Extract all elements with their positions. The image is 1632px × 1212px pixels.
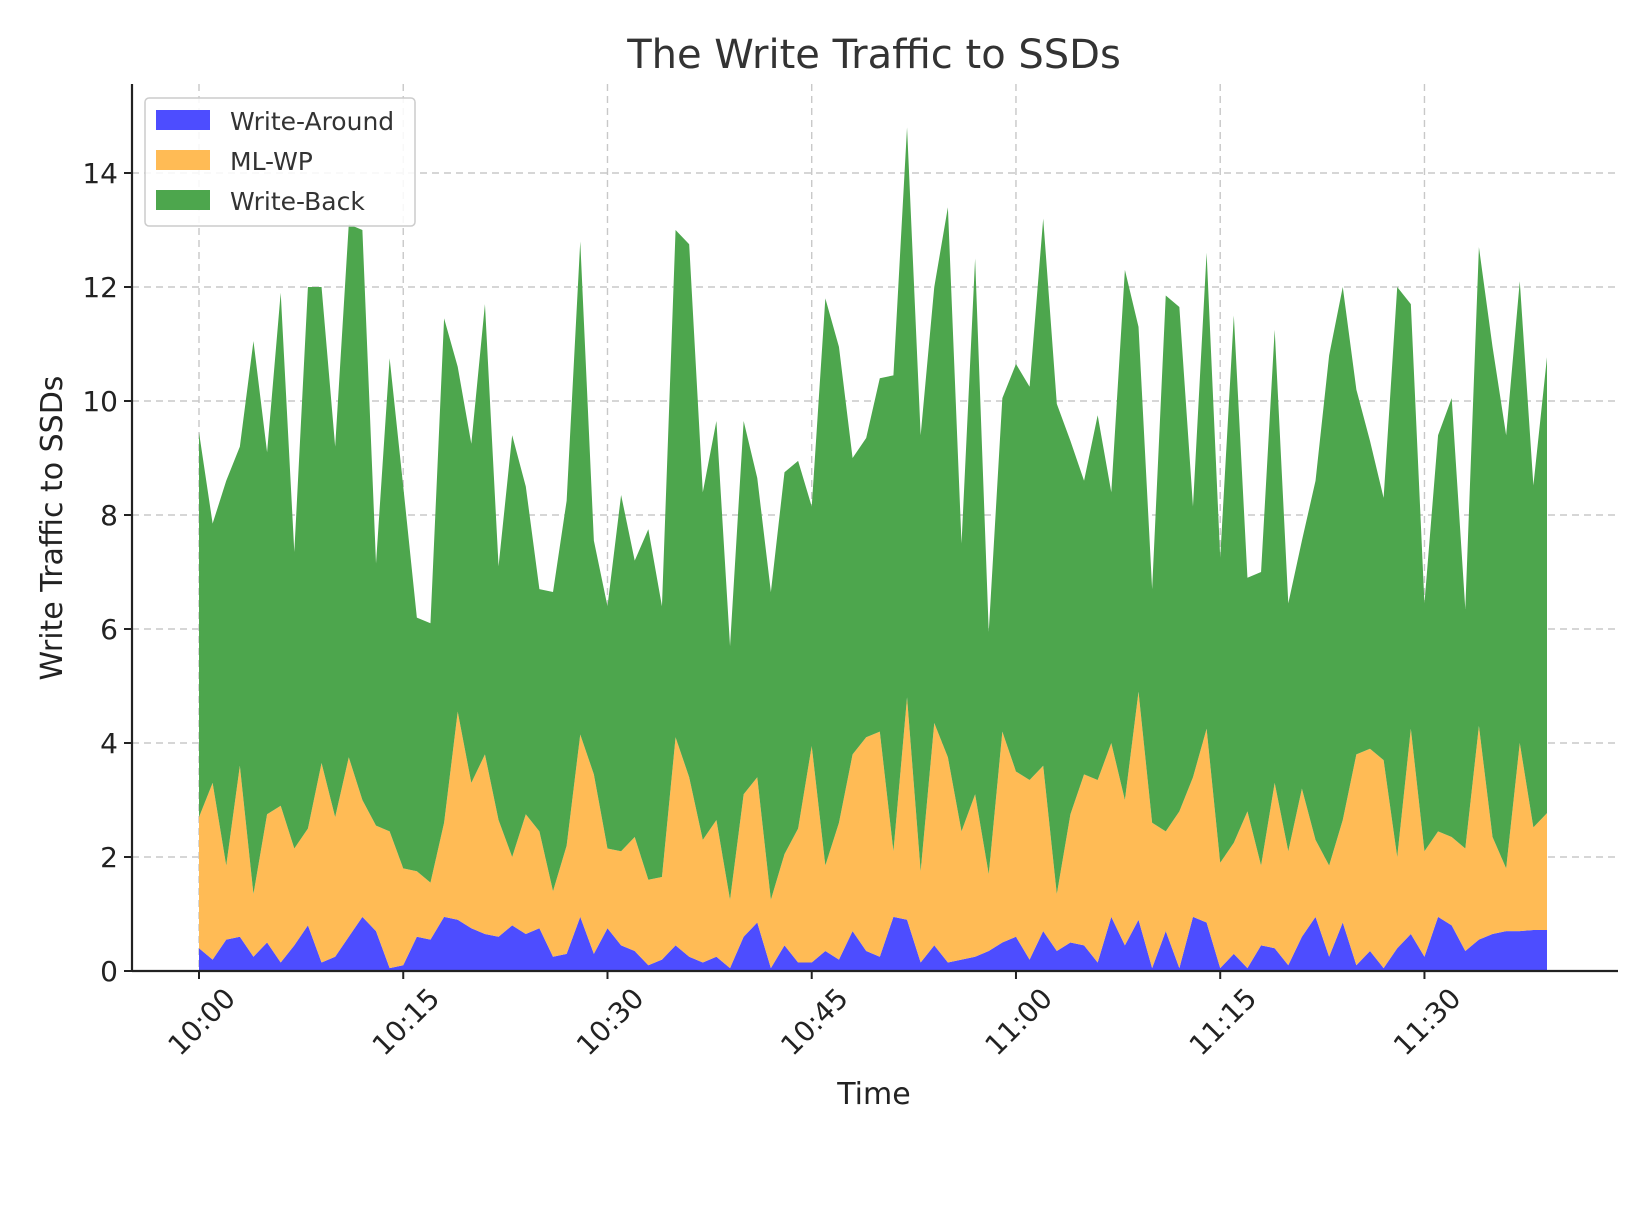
x-axis-ticks: 10:00 10:15 10:30 10:45 11:00 11:15 11:30: [162, 971, 1467, 1062]
y-tick-label: 10: [82, 385, 118, 418]
x-tick-label: 11:00: [979, 982, 1059, 1062]
chart-title: The Write Traffic to SSDs: [626, 32, 1121, 78]
legend-swatch-write-around: [156, 110, 210, 130]
x-tick-label: 10:00: [162, 982, 242, 1062]
y-axis-title: Write Traffic to SSDs: [35, 376, 70, 681]
x-tick-label: 10:30: [570, 982, 650, 1062]
legend-label-write-back: Write-Back: [230, 187, 365, 216]
y-tick-label: 0: [100, 955, 118, 988]
legend-frame: [144, 97, 416, 227]
legend-swatch-ml-wp: [156, 150, 210, 170]
area-write-around: [199, 916, 1547, 971]
y-tick-label: 12: [82, 271, 118, 304]
area-write-back: [199, 127, 1547, 900]
legend-swatch-write-back: [156, 190, 210, 210]
y-tick-label: 6: [100, 613, 118, 646]
legend-label-write-around: Write-Around: [230, 107, 394, 136]
x-tick-label: 10:15: [366, 982, 446, 1062]
y-tick-label: 2: [100, 841, 118, 874]
x-tick-label: 11:30: [1387, 982, 1467, 1062]
area-series: [199, 127, 1547, 971]
y-tick-label: 4: [100, 727, 118, 760]
x-tick-label: 10:45: [774, 982, 854, 1062]
area-ml-wp: [199, 691, 1547, 969]
legend: Write-Around ML-WP Write-Back: [144, 97, 416, 227]
y-tick-label: 14: [82, 157, 118, 190]
y-axis-ticks: 0 2 4 6 8 10 12 14: [82, 157, 132, 988]
x-axis-title: Time: [836, 1077, 910, 1112]
y-tick-label: 8: [100, 499, 118, 532]
legend-label-ml-wp: ML-WP: [230, 147, 313, 176]
x-tick-label: 11:15: [1183, 982, 1263, 1062]
